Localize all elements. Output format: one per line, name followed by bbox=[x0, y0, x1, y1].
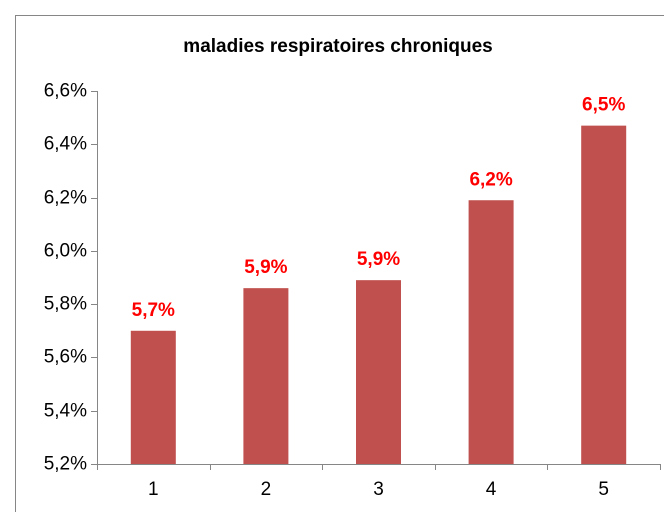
y-tick-label: 5,8% bbox=[44, 294, 87, 315]
bar bbox=[130, 330, 176, 464]
chart-title: maladies respiratoires chroniques bbox=[183, 36, 492, 57]
y-tick-label: 5,2% bbox=[44, 454, 87, 475]
x-tick-label: 4 bbox=[486, 479, 497, 500]
bar bbox=[581, 125, 627, 464]
y-tick-label: 6,2% bbox=[44, 188, 87, 209]
bar bbox=[356, 280, 401, 464]
value-label: 6,2% bbox=[469, 169, 512, 190]
value-label: 5,9% bbox=[244, 257, 287, 278]
value-label: 5,7% bbox=[132, 300, 175, 321]
x-tick-label: 1 bbox=[148, 479, 159, 500]
y-tick-label: 5,6% bbox=[44, 347, 87, 368]
y-tick-label: 6,4% bbox=[44, 134, 87, 155]
y-tick-label: 6,6% bbox=[44, 81, 87, 102]
x-tick-label: 5 bbox=[598, 479, 609, 500]
value-label: 6,5% bbox=[582, 95, 625, 116]
y-tick-label: 5,4% bbox=[44, 401, 87, 422]
chart-frame bbox=[15, 15, 664, 512]
value-label: 5,9% bbox=[357, 249, 400, 270]
x-tick-label: 2 bbox=[261, 479, 272, 500]
bar bbox=[243, 288, 289, 464]
bar bbox=[468, 200, 514, 464]
x-tick-label: 3 bbox=[373, 479, 384, 500]
y-tick-label: 6,0% bbox=[44, 241, 87, 262]
